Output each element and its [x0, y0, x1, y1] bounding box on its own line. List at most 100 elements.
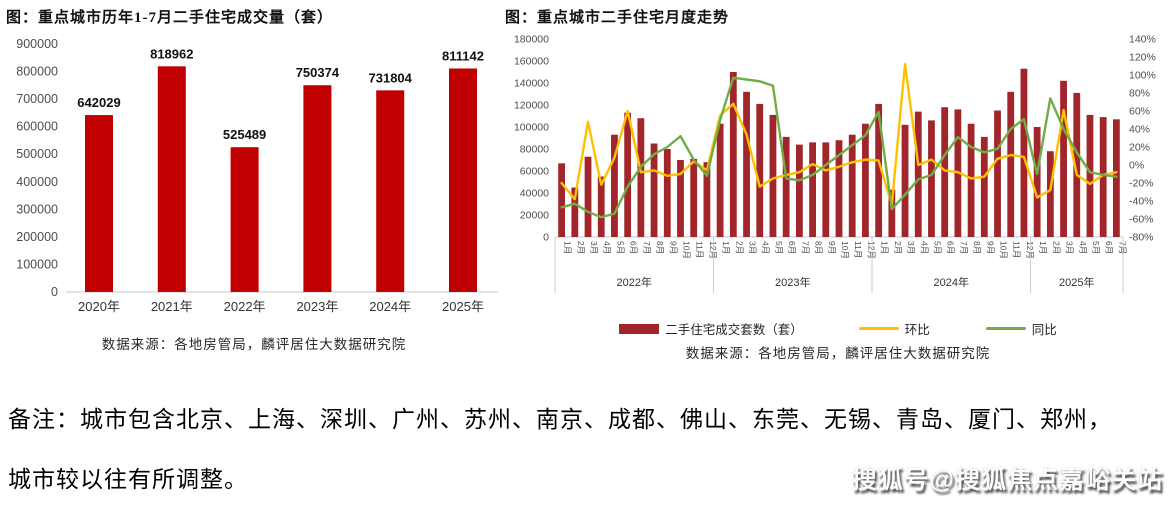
month-bar [584, 156, 592, 237]
x-tick-label: 2023年 [296, 299, 338, 314]
bar-2021年 [157, 66, 186, 292]
left-y-tick-label: 140000 [514, 78, 549, 90]
bar-value-label: 731804 [369, 70, 413, 85]
bar-2022年 [230, 147, 259, 292]
month-bar [875, 103, 883, 238]
legend: 二手住宅成交套数（套） 环比 同比 [505, 319, 1171, 338]
bar-value-label: 811142 [442, 48, 484, 63]
month-tick-label: 1月 [1038, 241, 1048, 254]
legend-item-mom: 环比 [858, 319, 930, 338]
y-tick-label: 0 [51, 285, 58, 299]
month-bar [1046, 151, 1054, 237]
left-y-tick-label: 180000 [514, 34, 549, 46]
bars: 642029 2020年 818962 2021年 525489 2022年 750374 2… [77, 46, 484, 314]
left-y-tick-label: 120000 [514, 100, 549, 112]
yoy-line [560, 76, 1118, 219]
y-axis: 0 100000 200000 300000 400000 500000 600000 700… [16, 37, 498, 299]
legend-bar-swatch [619, 323, 660, 334]
month-tick-label: 2月 [734, 241, 744, 254]
month-tick-label: 11月 [695, 241, 705, 258]
note-line-1: 备注：城市包含北京、上海、深圳、广州、苏州、南京、成都、佛山、东莞、无锡、青岛、… [8, 407, 1112, 432]
month-tick-label: 6月 [629, 241, 639, 254]
bar-value-label: 525489 [223, 127, 266, 142]
month-tick-label: 3月 [589, 241, 599, 254]
month-tick-label: 4月 [761, 241, 771, 254]
note-line-2: 城市较以往有所调整。 [8, 467, 248, 492]
left-y-tick-label: 100000 [514, 122, 549, 134]
month-bar [795, 144, 803, 237]
month-bar [1060, 80, 1067, 237]
month-tick-label: 5月 [615, 241, 625, 254]
month-bar [1086, 114, 1094, 237]
month-tick-label: 4月 [602, 241, 612, 254]
month-bar [624, 112, 632, 237]
month-tick-label: 1月 [563, 241, 573, 254]
month-bar [1112, 119, 1120, 237]
month-tick-label: 1月 [721, 241, 731, 254]
month-bar [835, 140, 843, 237]
left-y-tick-label: 0 [543, 232, 549, 244]
month-tick-label: 11月 [853, 241, 863, 258]
month-bar [941, 107, 949, 237]
month-bar [1033, 127, 1041, 237]
legend-bar-label: 二手住宅成交套数（套） [665, 323, 803, 337]
legend-mom-line-swatch [858, 327, 899, 330]
month-tick-label: 6月 [787, 241, 797, 254]
month-bar [558, 163, 566, 237]
monthly-bars [558, 68, 1120, 238]
x-tick-label: 2024年 [369, 299, 411, 314]
bar-2020年 [85, 115, 113, 292]
y-tick-label: 400000 [16, 175, 58, 189]
y-tick-label: 900000 [16, 37, 58, 51]
left-y-tick-label: 60000 [520, 166, 549, 178]
bar-2025年 [449, 68, 477, 292]
month-tick-label: 8月 [814, 241, 824, 254]
month-tick-label: 9月 [827, 241, 837, 254]
month-tick-label: 4月 [1078, 241, 1088, 254]
month-tick-label: 7月 [800, 241, 810, 254]
month-bar [756, 103, 764, 238]
month-bar [703, 162, 711, 237]
year-group-label: 2024年 [934, 275, 969, 289]
month-bar [1007, 91, 1015, 237]
annual-chart-source: 数据来源：各地房管局，麟评居住大数据研究院 [101, 337, 407, 352]
legend-item-bars: 二手住宅成交套数（套） [619, 319, 803, 338]
bar-2023年 [303, 85, 332, 292]
month-bar [611, 134, 618, 237]
right-y-tick-label: 80% [1129, 88, 1150, 100]
month-tick-label: 12月 [708, 241, 718, 259]
x-tick-label: 2022年 [224, 299, 266, 314]
monthly-chart-plot: 0 20000 40000 60000 80000 100000 120000 140000 1… [514, 34, 1156, 293]
right-y-tick-label: 120% [1129, 52, 1156, 64]
right-y-tick-label: 40% [1129, 124, 1150, 136]
month-bar [597, 176, 605, 237]
month-bar [663, 149, 671, 237]
x-tick-label: 2025年 [442, 299, 484, 314]
right-y-tick-label: 20% [1129, 142, 1150, 154]
month-bar [994, 110, 1001, 237]
month-tick-label: 2月 [893, 241, 903, 254]
bar-value-label: 818962 [150, 46, 193, 61]
month-bar [967, 123, 975, 237]
month-bar [809, 142, 816, 237]
month-bar [690, 158, 698, 237]
left-y-tick-label: 40000 [520, 188, 549, 200]
month-tick-label: 9月 [985, 241, 995, 254]
month-tick-label: 12月 [1025, 241, 1035, 259]
month-tick-label: 6月 [946, 241, 956, 254]
right-y-tick-label: -80% [1129, 232, 1154, 244]
x-axis-labels: 1月 2月 3月 4月 5月 6月 7月 8月 9月 10月 11月 12月 1月 2月 3月 4月 5月 6月 7… [554, 237, 1127, 293]
right-y-tick-label: 140% [1129, 34, 1156, 46]
bar-2024年 [376, 90, 405, 292]
y-tick-label: 300000 [16, 202, 58, 216]
right-y-tick-label: -60% [1129, 214, 1154, 226]
month-bar [928, 120, 935, 237]
y-tick-label: 200000 [16, 230, 58, 244]
month-bar [637, 118, 645, 237]
legend-yoy-label: 同比 [1031, 323, 1057, 337]
legend-yoy-line-swatch [985, 327, 1026, 330]
month-bar [901, 124, 909, 237]
month-tick-label: 10月 [840, 241, 850, 259]
legend-item-yoy: 同比 [985, 319, 1057, 338]
